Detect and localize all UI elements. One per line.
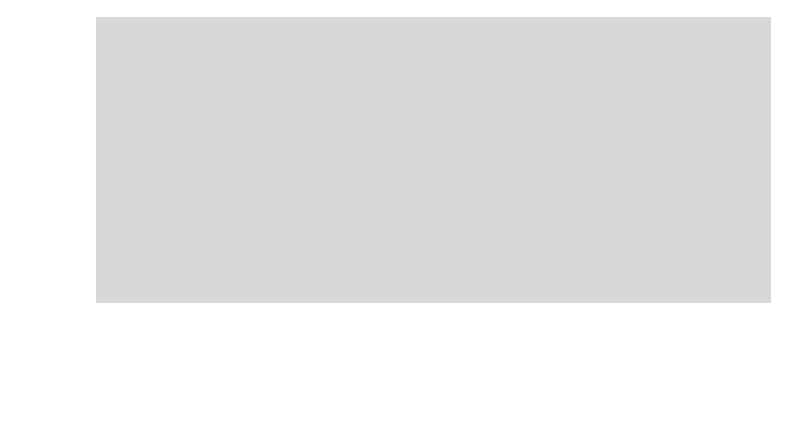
legend [0,398,792,418]
plot-panel [96,17,771,303]
